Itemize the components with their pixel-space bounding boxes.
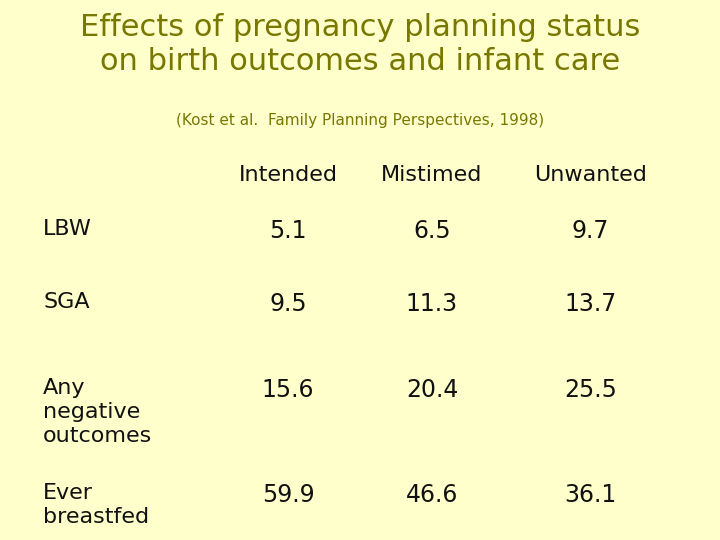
Text: 6.5: 6.5 <box>413 219 451 242</box>
Text: Effects of pregnancy planning status
on birth outcomes and infant care: Effects of pregnancy planning status on … <box>80 14 640 76</box>
Text: SGA: SGA <box>43 292 90 312</box>
Text: 9.7: 9.7 <box>572 219 609 242</box>
Text: 36.1: 36.1 <box>564 483 616 507</box>
Text: Any
negative
outcomes: Any negative outcomes <box>43 378 153 446</box>
Text: 25.5: 25.5 <box>564 378 617 402</box>
Text: 46.6: 46.6 <box>406 483 458 507</box>
Text: LBW: LBW <box>43 219 92 239</box>
Text: Unwanted: Unwanted <box>534 165 647 185</box>
Text: 9.5: 9.5 <box>269 292 307 315</box>
Text: Intended: Intended <box>238 165 338 185</box>
Text: 20.4: 20.4 <box>406 378 458 402</box>
Text: 11.3: 11.3 <box>406 292 458 315</box>
Text: (Kost et al.  Family Planning Perspectives, 1998): (Kost et al. Family Planning Perspective… <box>176 113 544 129</box>
Text: 13.7: 13.7 <box>564 292 616 315</box>
Text: 15.6: 15.6 <box>262 378 314 402</box>
Text: 59.9: 59.9 <box>261 483 315 507</box>
Text: Ever
breastfed: Ever breastfed <box>43 483 149 527</box>
Text: 5.1: 5.1 <box>269 219 307 242</box>
Text: Mistimed: Mistimed <box>382 165 482 185</box>
